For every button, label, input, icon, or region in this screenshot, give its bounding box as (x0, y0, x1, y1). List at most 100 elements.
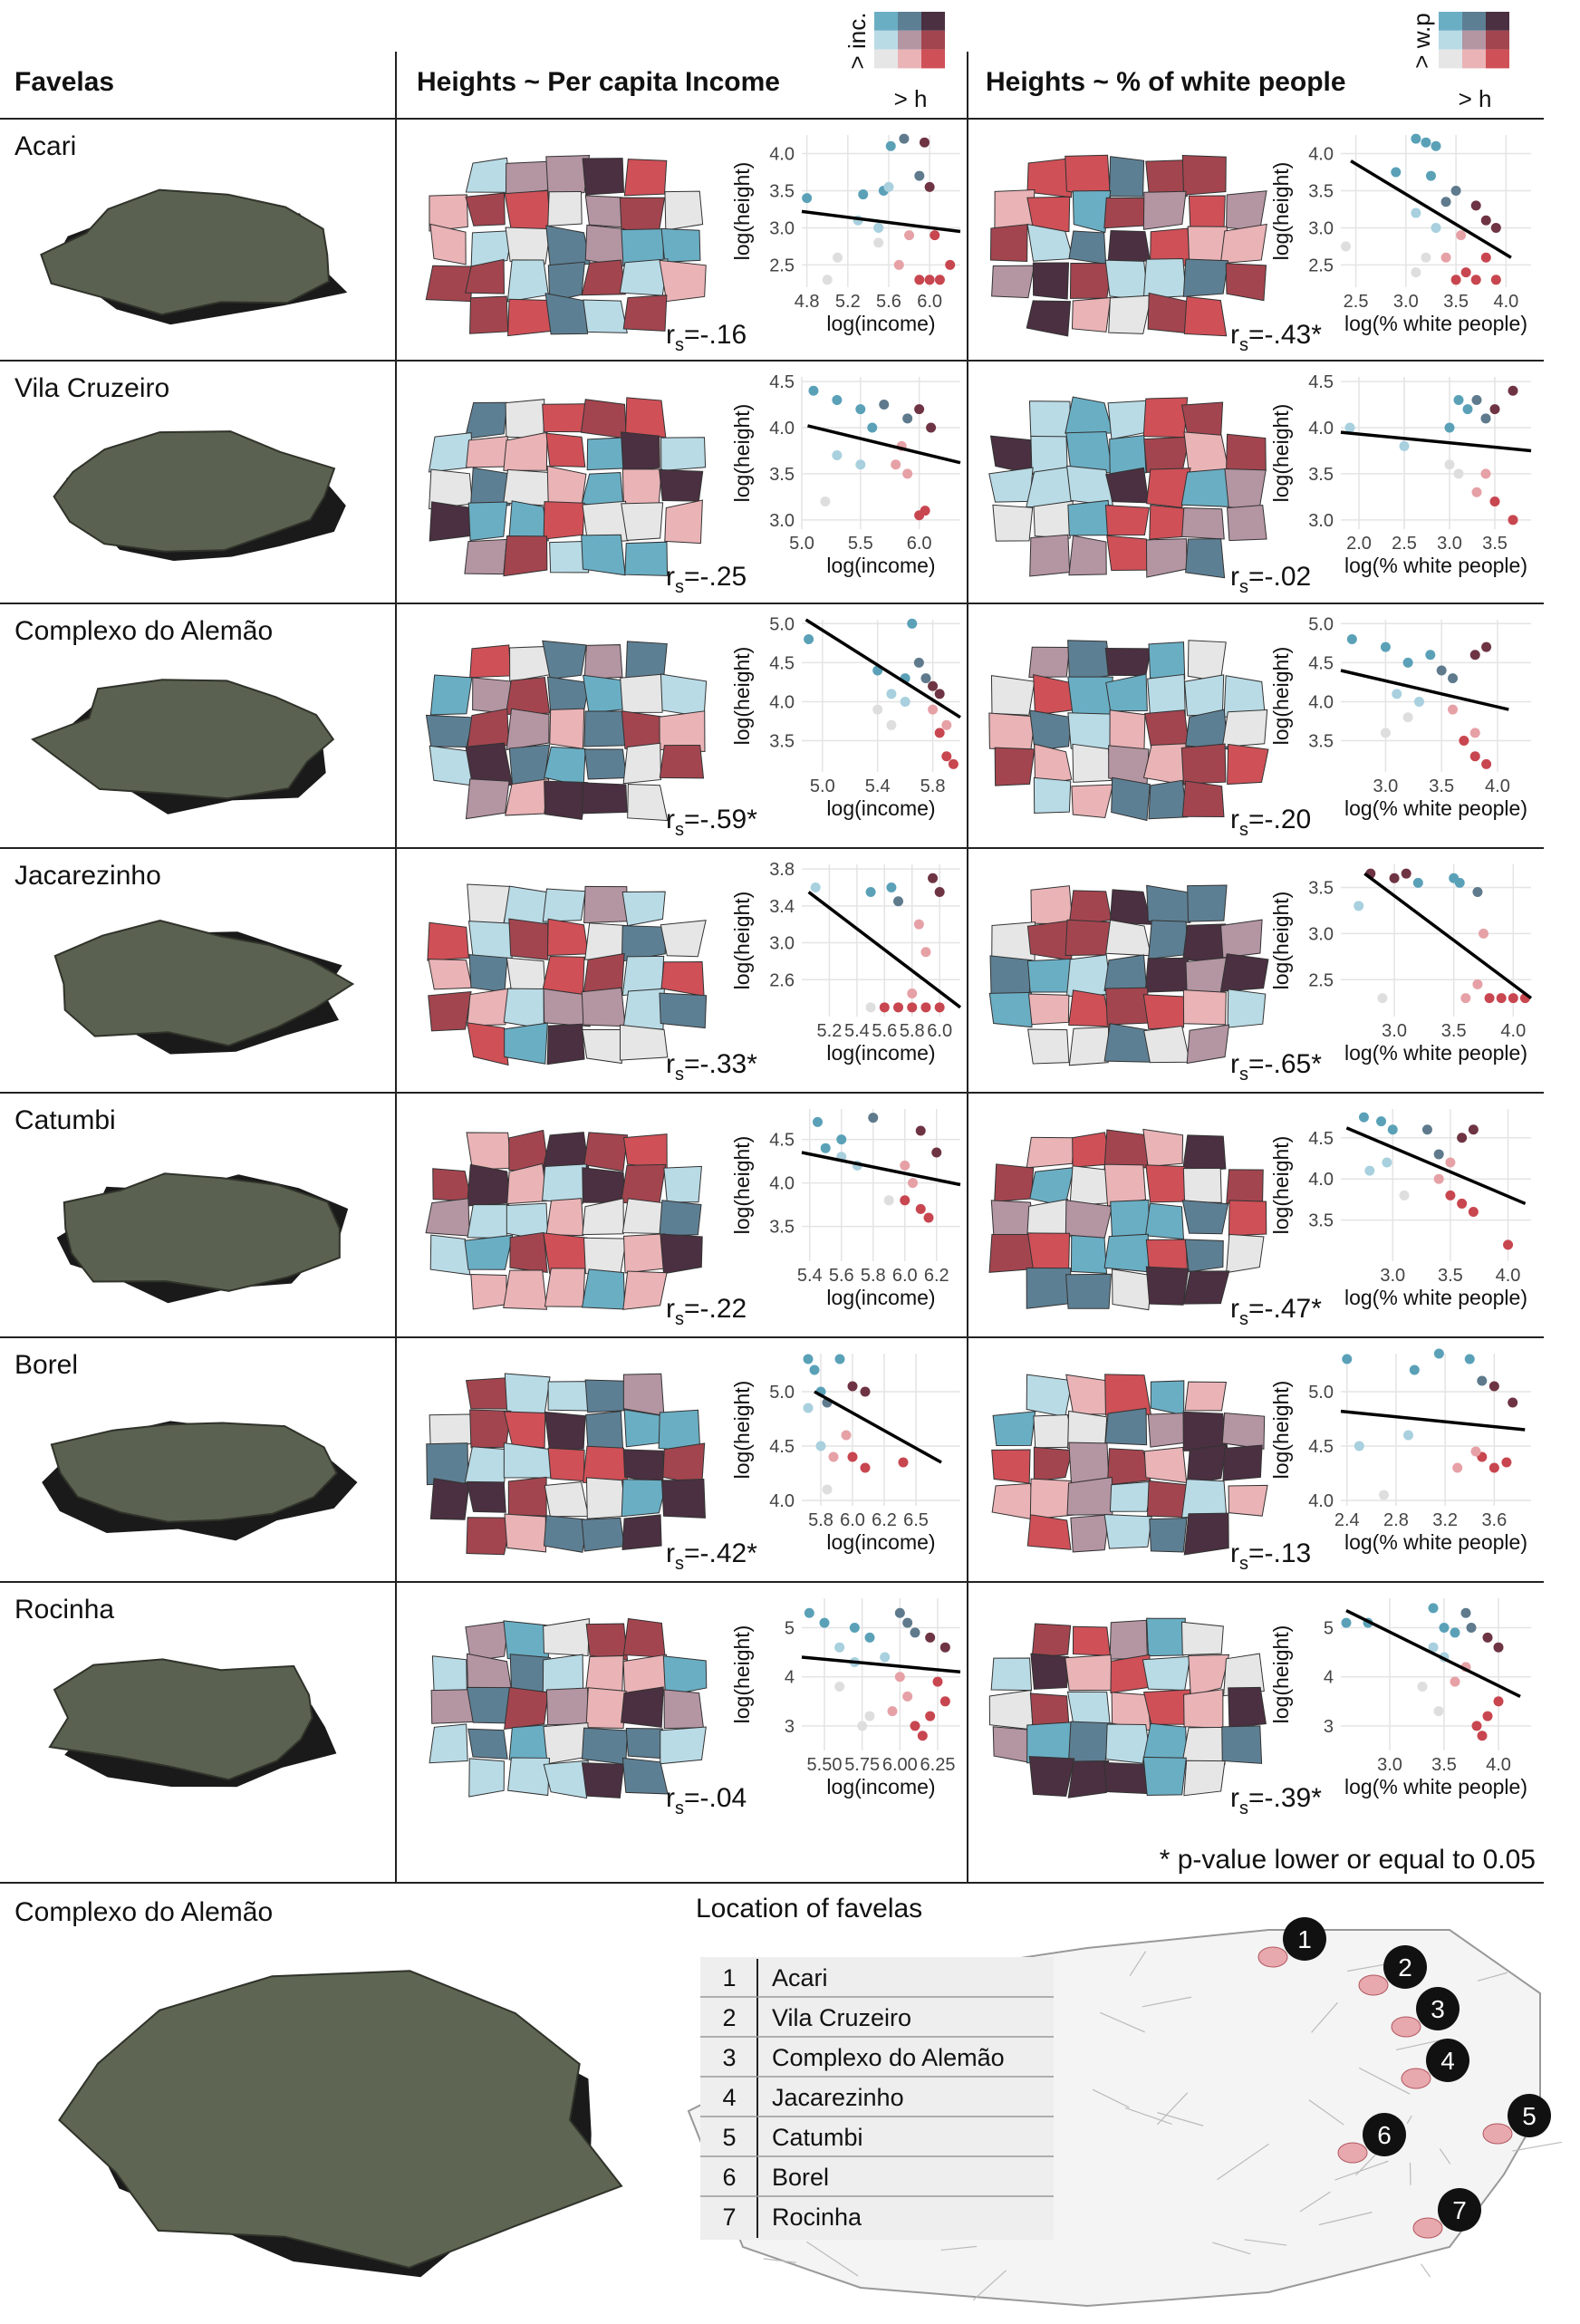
map-region (547, 190, 583, 227)
map-boundary (1156, 2092, 1189, 2126)
scatter-point (855, 404, 866, 415)
map-region (429, 223, 467, 265)
map-region (1103, 1163, 1147, 1207)
satellite-image (31, 679, 335, 800)
map-region (622, 1133, 668, 1170)
scatter-point (1411, 133, 1421, 144)
location-number: 3 (722, 2044, 736, 2071)
x-tick-label: 4.0 (1496, 1266, 1521, 1286)
map-region (504, 1686, 549, 1731)
scatter-point (1450, 185, 1461, 196)
map-region (660, 1726, 707, 1765)
x-tick-label: 5.6 (829, 1266, 854, 1286)
map-region (1150, 1380, 1185, 1416)
map-region (1184, 674, 1225, 717)
scatter-point (868, 1113, 879, 1123)
x-axis-label: log(% white people) (1344, 554, 1527, 577)
x-axis-label: log(% white people) (1344, 1775, 1527, 1798)
y-axis-label: log(height) (1269, 404, 1293, 503)
location-table: 1 Acari 2 Vila Cruzeiro 3 Complexo do Alemão 4… (700, 1957, 1054, 2240)
map-region (1031, 1623, 1072, 1659)
x-axis-label: log(income) (826, 1041, 935, 1065)
map-region (1145, 538, 1188, 578)
location-number: 5 (722, 2124, 736, 2151)
scatter-point (1469, 728, 1480, 738)
map-boundary (1157, 2112, 1204, 2126)
map-region (1071, 296, 1112, 333)
map-region (1181, 1134, 1227, 1172)
stat-symbol: r (666, 562, 675, 592)
map-region (545, 225, 591, 267)
x-tick-label: 6.5 (903, 1510, 929, 1530)
map-region (659, 468, 704, 502)
y-axis-label: log(height) (730, 1381, 754, 1480)
scatter-point (864, 1711, 875, 1721)
scatter-chart: 5.2 5.4 5.6 5.8 6.0 2.6 3.0 3.4 3.8 log(income) lo… (666, 860, 962, 1085)
map-region (1067, 1760, 1110, 1798)
map-region (989, 224, 1028, 263)
scatter-point (1440, 252, 1451, 263)
map-region (466, 1653, 512, 1692)
map-region (509, 1231, 548, 1273)
scatter-point (1457, 1133, 1468, 1143)
map-region (660, 920, 707, 958)
map-region (1067, 640, 1112, 683)
scatter-point (1344, 422, 1355, 433)
scatter-point (867, 422, 878, 433)
map-region (659, 744, 705, 779)
scatter-point (1403, 1430, 1414, 1441)
scatter-point (857, 1721, 868, 1731)
map-region (1026, 1374, 1074, 1418)
scatter-point (1444, 459, 1455, 470)
stat-symbol: r (666, 1538, 675, 1568)
legend-swatch (874, 49, 898, 69)
map-region (1106, 1448, 1151, 1486)
scatter-point (900, 1160, 910, 1171)
map-region (625, 1727, 663, 1759)
scatter-point (834, 1642, 845, 1653)
stat-value: =-.33* (684, 1049, 757, 1079)
scatter-point (860, 1386, 871, 1397)
map-region (1223, 1653, 1265, 1697)
scatter-point (893, 259, 904, 270)
scatter-point (847, 1381, 858, 1392)
y-tick-label: 4.0 (769, 1174, 795, 1194)
map-region (543, 1232, 588, 1275)
scatter-point (934, 275, 945, 285)
legend-swatch (898, 12, 921, 31)
map-region (507, 500, 549, 544)
row-name: Borel (14, 1350, 78, 1380)
correlation-label: rs=-.33* (666, 1049, 757, 1085)
map-region (1180, 1726, 1228, 1766)
scatter-point (1401, 868, 1411, 879)
y-tick-label: 5.0 (769, 614, 795, 634)
map-region (1180, 468, 1229, 507)
scatter-point (1445, 1190, 1456, 1201)
map-region (1183, 1512, 1229, 1556)
map-region (1103, 954, 1148, 991)
map-region (988, 1689, 1034, 1731)
scatter-point (1477, 1375, 1488, 1386)
map-boundary (763, 2258, 796, 2263)
legend-label: > inc. (843, 13, 871, 70)
location-number: 2 (722, 2004, 736, 2031)
map-region (1068, 230, 1107, 265)
map-region (622, 1270, 668, 1310)
scatter-point (893, 896, 904, 907)
scatter-point (1445, 1157, 1456, 1168)
map-region (1104, 505, 1151, 536)
scatter-point (928, 680, 939, 691)
scatter-point (820, 1143, 831, 1153)
row-name: Complexo do Alemão (14, 616, 273, 646)
satellite-image (40, 188, 331, 316)
scatter-point (924, 275, 935, 285)
map-region (659, 992, 708, 1029)
map-region (1219, 223, 1267, 265)
map-region (466, 435, 510, 468)
satellite-image (48, 1658, 313, 1781)
scatter-point (1479, 928, 1488, 939)
location-marker-label: 1 (1297, 1925, 1312, 1953)
map-region (429, 1478, 470, 1520)
scatter-point (819, 1617, 830, 1628)
